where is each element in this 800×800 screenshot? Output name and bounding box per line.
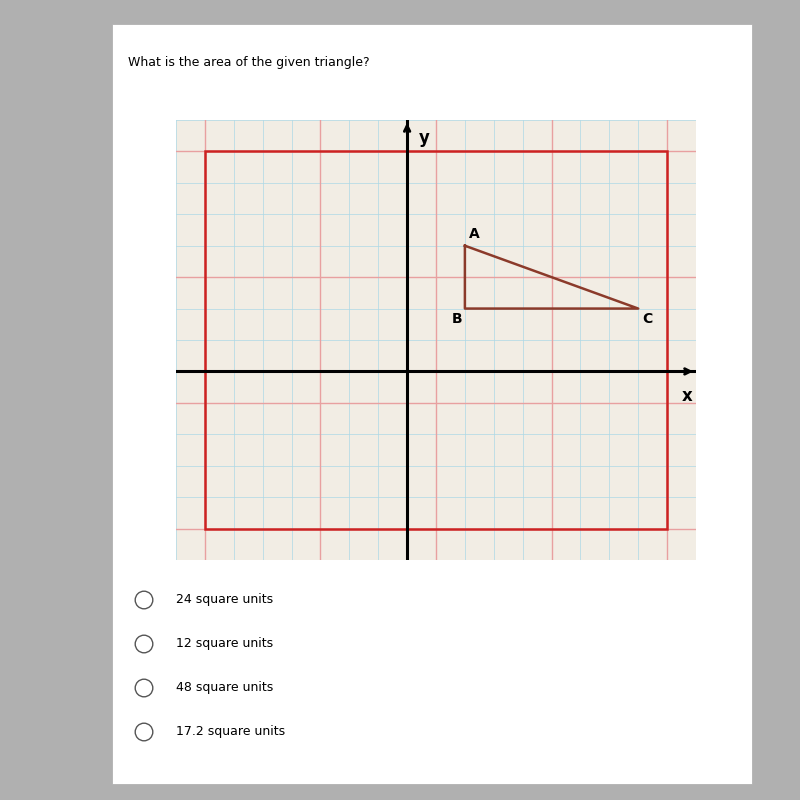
Bar — [205, 151, 667, 529]
Text: y: y — [418, 130, 430, 147]
Text: 17.2 square units: 17.2 square units — [176, 726, 285, 738]
Text: B: B — [452, 312, 462, 326]
Text: 48 square units: 48 square units — [176, 682, 274, 694]
Text: 24 square units: 24 square units — [176, 594, 273, 606]
Text: What is the area of the given triangle?: What is the area of the given triangle? — [128, 56, 370, 69]
Text: A: A — [470, 227, 480, 241]
Text: C: C — [642, 312, 653, 326]
Text: 12 square units: 12 square units — [176, 638, 273, 650]
Text: x: x — [682, 387, 693, 405]
